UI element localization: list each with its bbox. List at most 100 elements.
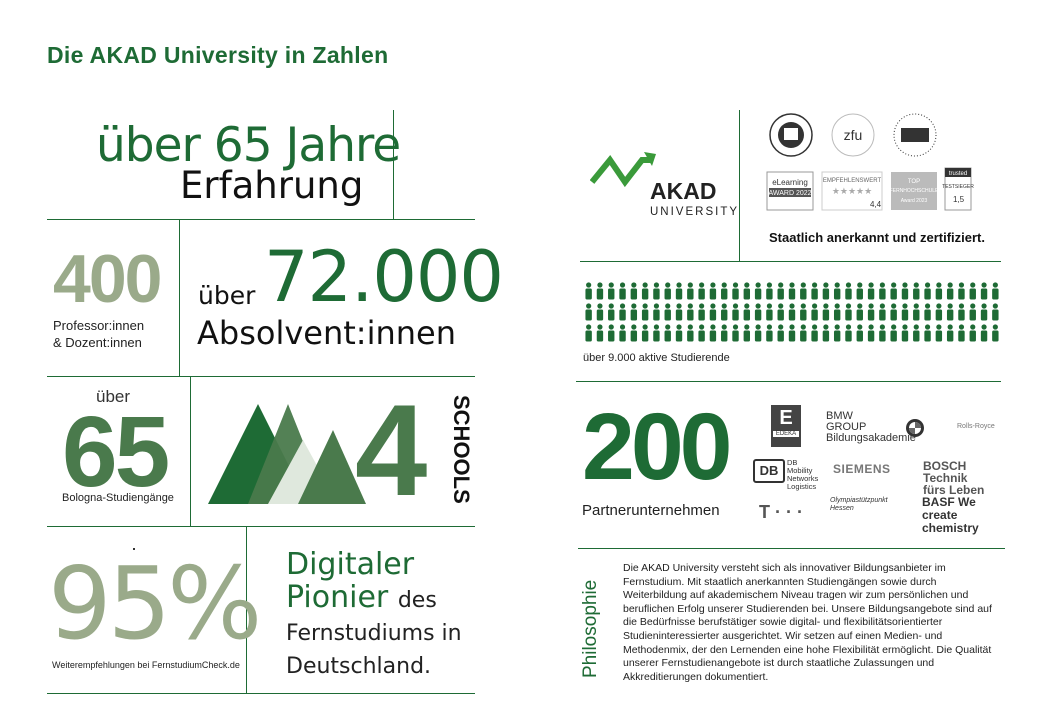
student-icon [845,324,852,342]
student-icon [664,324,671,342]
student-icon [924,282,931,300]
telekom-logo: T · · · [759,502,803,522]
akad-logo-name: AKAD [650,178,717,204]
student-icon [630,303,638,321]
student-icon [619,282,626,300]
student-icon [653,282,660,300]
student-icon [619,303,626,321]
student-icon [777,282,784,300]
student-icon [890,282,897,300]
professoren-label-line2: & Dozent:innen [53,335,142,350]
student-icon [754,324,762,342]
pionier-text: Digitaler Pionier des Fernstudiums in De… [286,548,462,683]
svg-text:EMPFEHLENSWERT: EMPFEHLENSWERT [823,178,882,184]
student-icon [641,324,649,342]
student-icon [743,324,751,342]
divider [47,219,475,220]
student-icon [992,324,999,342]
divider [179,219,180,376]
student-icon [822,324,830,342]
pionier-word: Deutschland. [286,654,432,679]
db-logo-icon: DB [753,459,785,483]
svg-text:AWARD 2022: AWARD 2022 [768,190,811,197]
siemens-logo: SIEMENS [833,462,891,476]
divider [246,526,247,694]
studierende-label: über 9.000 aktive Studierende [583,352,730,364]
student-icon [913,324,920,342]
svg-text:trusted: trusted [949,171,967,177]
pionier-word: Fernstudiums in [286,621,462,646]
empfehlung-label: Weiterempfehlungen bei FernstudiumCheck.… [52,660,240,670]
svg-text:zfu: zfu [844,127,863,143]
edeka-logo: E EDEKA [771,405,801,447]
student-icon [879,282,886,300]
divider [47,376,475,377]
student-icon [732,303,739,321]
schools-label: SCHOOLS [449,395,474,504]
studiengaenge-prefix: über [96,387,131,406]
student-icon [856,324,863,342]
student-icon [800,303,807,321]
partner-label: Partnerunternehmen [582,502,720,519]
student-icon [687,282,694,300]
svg-text:TOP: TOP [908,179,920,185]
student-icon [800,324,807,342]
student-icon [585,324,592,342]
divider [580,261,1001,262]
bmw-group-logo: BMW GROUP Bildungsakademie [826,410,916,444]
divider [393,110,394,220]
student-icon [687,324,694,342]
schools-number: 4 [355,377,428,523]
student-icon [675,303,683,321]
pionier-word: Pionier [286,580,389,615]
student-icon [766,324,773,342]
erfahrung-years: über 65 Jahre [96,118,401,173]
student-icon [913,282,920,300]
student-icon [698,303,705,321]
student-icon [845,303,852,321]
bosch-logo: BOSCH Technik fürs Leben [923,459,985,497]
studierende-pictogram-grid [585,282,999,342]
student-icon [664,282,671,300]
svg-text:FERNHOCHSCHULE: FERNHOCHSCHULE [890,188,939,194]
student-icon [585,303,592,321]
student-icon [721,324,728,342]
student-icon [811,282,818,300]
olympiastuetzpunkt-logo: Olympiastützpunkt Hessen [830,497,888,512]
student-icon [754,282,762,300]
student-icon [630,282,638,300]
student-icon [969,282,976,300]
student-icon [822,303,830,321]
student-icon [811,324,818,342]
student-icon [608,303,615,321]
professoren-number: 400 [53,241,162,317]
student-icon [777,303,784,321]
philosophie-text: Die AKAD University versteht sich als in… [623,562,992,683]
student-icon [946,303,954,321]
edeka-logo-letter: E [779,407,793,429]
student-icon [856,282,863,300]
student-icon [890,324,897,342]
student-icon [879,324,886,342]
absolventen-number: 72.000 [264,236,504,318]
student-icon [585,282,592,300]
student-icon [675,324,683,342]
student-icon [743,282,751,300]
badges-icon: zfu eLearning AWARD 2022 EMPFEHLENSWERT … [766,113,974,211]
student-icon [721,303,728,321]
svg-text:4,4: 4,4 [870,200,882,209]
student-icon [901,303,909,321]
student-icon [630,324,638,342]
student-icon [788,303,796,321]
student-icon [608,282,615,300]
student-icon [709,303,717,321]
student-icon [833,282,841,300]
empfehlung-number: 95% [48,545,262,662]
student-icon [641,282,649,300]
divider [576,381,1001,382]
svg-text:1,5: 1,5 [953,195,965,204]
student-icon [766,282,773,300]
student-icon [969,324,976,342]
akad-logo-sub: UNIVERSITY [650,206,740,218]
studiengaenge-label: Bologna-Studiengänge [62,492,174,504]
